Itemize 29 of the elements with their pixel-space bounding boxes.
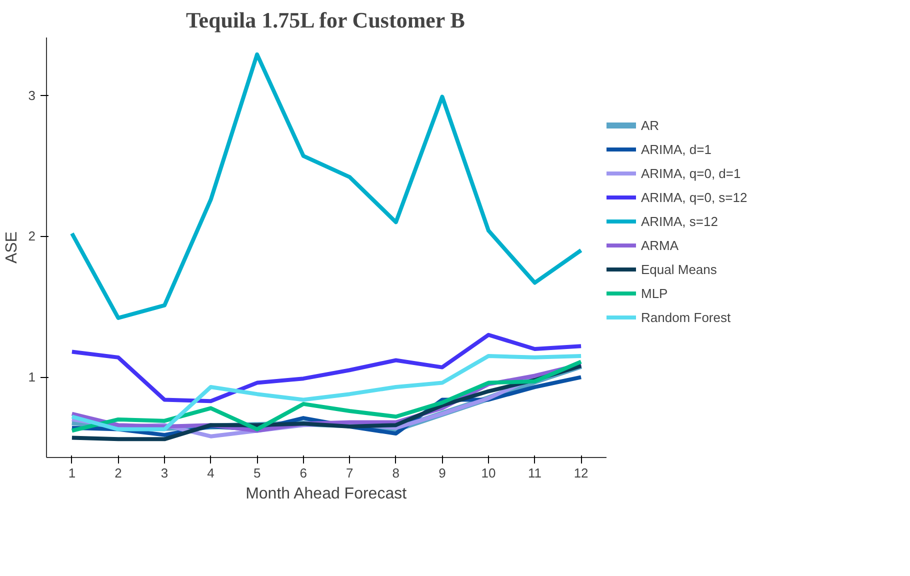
x-tick-label: 6 — [300, 466, 307, 480]
line-series — [70, 52, 584, 320]
x-tick-label: 7 — [346, 466, 354, 480]
legend-label: MLP — [641, 286, 668, 300]
x-axis-title: Month Ahead Forecast — [246, 486, 408, 502]
legend-label: Random Forest — [641, 310, 731, 324]
x-tick-label: 8 — [392, 466, 400, 480]
line-series — [70, 332, 584, 404]
legend-label: Equal Means — [641, 262, 717, 276]
y-axis-title: ASE — [3, 231, 20, 264]
y-tick-label: 1 — [28, 370, 36, 385]
x-tick-label: 3 — [160, 466, 168, 480]
legend-label: ARIMA, s=12 — [641, 214, 718, 228]
x-tick-label: 5 — [253, 466, 261, 480]
x-tick-label: 2 — [114, 466, 122, 480]
legend-label: ARMA — [641, 238, 679, 252]
legend-label: ARIMA, d=1 — [641, 142, 712, 156]
chart-title: Tequila 1.75L for Customer B — [186, 8, 466, 32]
legend-label: ARIMA, q=0, d=1 — [641, 166, 741, 180]
x-tick-label: 4 — [207, 466, 214, 480]
legend-label: ARIMA, q=0, s=12 — [641, 190, 748, 204]
y-tick-label: 2 — [28, 228, 36, 244]
x-tick-label: 1 — [68, 466, 76, 480]
x-tick-label: 12 — [574, 466, 588, 480]
y-tick-label: 3 — [28, 88, 36, 103]
legend-label: AR — [641, 118, 660, 132]
x-tick-label: 9 — [438, 466, 446, 480]
x-tick-label: 10 — [481, 466, 496, 480]
x-tick-label: 11 — [528, 466, 542, 480]
